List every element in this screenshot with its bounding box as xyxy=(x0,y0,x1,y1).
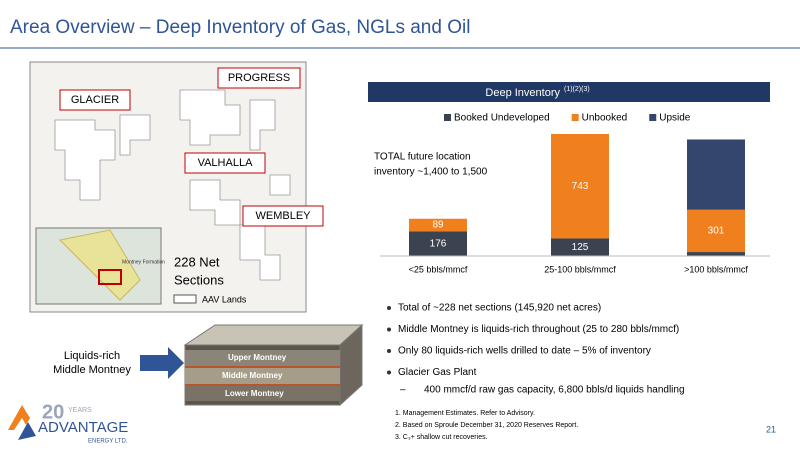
x-tick-label: <25 bbls/mmcf xyxy=(409,264,468,274)
bar-segment xyxy=(551,238,609,256)
bar-segment xyxy=(409,231,467,256)
data-label: 89 xyxy=(432,220,444,231)
area-label: WEMBLEY xyxy=(255,210,311,222)
sub-bullet: 400 mmcf/d raw gas capacity, 6,800 bbls/… xyxy=(424,385,685,396)
bullet-dot xyxy=(387,306,391,310)
logo-sub: ENERGY LTD. xyxy=(88,439,128,445)
logo-years: 20 xyxy=(42,401,64,423)
legend-swatch xyxy=(649,114,657,121)
bar-segment xyxy=(687,139,745,210)
annotation: TOTAL future location xyxy=(374,152,471,163)
sections-label: 228 Net xyxy=(174,254,220,269)
bullet-dot xyxy=(387,327,391,332)
map: Montney Formation GLACIER PROGRESS VALHA… xyxy=(29,61,324,313)
area-label: PROGRESS xyxy=(228,72,290,84)
annotation: inventory ~1,400 to 1,500 xyxy=(374,167,488,178)
chart-title: Deep Inventory xyxy=(485,87,560,99)
layer-label: Upper Montney xyxy=(228,353,287,362)
area-label: GLACIER xyxy=(71,94,119,106)
logo: 20 YEARS ADVANTAGE ENERGY LTD. xyxy=(8,401,128,445)
chart: Booked Undeveloped Unbooked Upside 176 89 <25… xyxy=(380,113,770,274)
chart-title-sup: (1)(2)(3) xyxy=(564,86,590,93)
logo-years-word: YEARS xyxy=(68,407,92,414)
data-label: 743 xyxy=(572,181,589,192)
inset-label: Montney Formation xyxy=(122,259,165,265)
bar-segment xyxy=(687,252,745,256)
bullet-dot xyxy=(387,349,391,353)
footnote: 3. C₃+ shallow cut recoveries. xyxy=(395,434,488,441)
layer-label: Lower Montney xyxy=(225,389,284,398)
legend-swatch xyxy=(571,114,579,121)
x-tick-label: >100 bbls/mmcf xyxy=(684,264,748,274)
x-tick-label: 25-100 bbls/mmcf xyxy=(544,264,616,274)
chart-header xyxy=(368,82,770,102)
data-label: 125 xyxy=(572,242,589,253)
callout: Liquids-rich xyxy=(64,350,120,362)
bar-segment xyxy=(687,209,745,253)
data-label: 176 xyxy=(430,238,447,249)
sub-bullet-dash: – xyxy=(400,385,406,396)
slide-title: Area Overview – Deep Inventory of Gas, N… xyxy=(10,17,470,38)
bullets: Total of ~228 net sections (145,920 net … xyxy=(387,303,679,378)
logo-name: ADVANTAGE xyxy=(38,419,128,436)
page-number: 21 xyxy=(766,424,776,434)
legend-label: Upside xyxy=(659,113,691,124)
bar-segment xyxy=(551,134,609,239)
footnote: 2. Based on Sproule December 31, 2020 Re… xyxy=(395,422,578,429)
bullet: Middle Montney is liquids-rich throughou… xyxy=(398,324,679,335)
bullet: Glacier Gas Plant xyxy=(398,367,477,378)
legend-swatch xyxy=(444,114,451,121)
bar-segment xyxy=(409,218,467,232)
callout-arrow xyxy=(140,347,184,379)
bullet: Total of ~228 net sections (145,920 net … xyxy=(398,303,601,314)
bullet: Only 80 liquids-rich wells drilled to da… xyxy=(398,346,651,357)
callout: Middle Montney xyxy=(53,364,131,376)
bullet-dot xyxy=(387,370,391,375)
layer-label: Middle Montney xyxy=(222,371,283,380)
area-label: VALHALLA xyxy=(198,157,253,169)
sections-label: Sections xyxy=(174,272,224,287)
montney-cube: Upper Montney Middle Montney Lower Montn… xyxy=(183,323,364,407)
footnote: 1. Management Estimates. Refer to Adviso… xyxy=(395,410,535,417)
data-label: 301 xyxy=(708,226,725,237)
legend-label: Unbooked xyxy=(582,113,628,124)
legend-label: Booked Undeveloped xyxy=(454,113,550,124)
map-legend: AAV Lands xyxy=(202,294,247,304)
